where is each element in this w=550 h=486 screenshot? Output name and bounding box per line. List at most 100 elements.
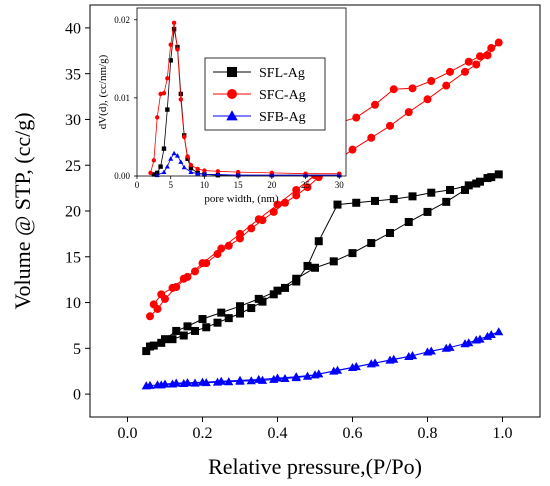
data-point xyxy=(423,207,432,216)
data-point xyxy=(389,195,398,204)
data-point xyxy=(494,327,504,336)
data-point xyxy=(191,267,199,276)
y-tick-label: 0 xyxy=(73,387,81,404)
data-point xyxy=(352,198,361,207)
inset-data-point xyxy=(178,97,184,102)
data-point xyxy=(352,113,361,122)
legend-swatch-marker xyxy=(226,110,238,121)
data-point xyxy=(198,315,207,324)
data-point xyxy=(370,358,380,367)
y-tick-label: 5 xyxy=(73,341,81,358)
inset-data-point xyxy=(171,150,177,156)
data-point xyxy=(427,76,436,85)
inset-data-point xyxy=(158,164,163,169)
series-sfb-ag xyxy=(141,327,504,390)
data-point xyxy=(389,354,399,363)
data-point xyxy=(236,234,244,243)
data-point xyxy=(472,60,481,69)
data-point xyxy=(273,200,282,209)
data-point xyxy=(172,326,181,335)
y-tick-label: 25 xyxy=(65,158,81,175)
x-tick-label: 0.0 xyxy=(118,425,138,442)
inset-data-point xyxy=(161,146,167,151)
y-tick-label: 40 xyxy=(65,20,81,37)
data-point xyxy=(291,373,301,382)
inset-data-point xyxy=(188,162,194,168)
data-point xyxy=(446,67,454,76)
data-point xyxy=(269,374,279,383)
data-point xyxy=(190,378,200,387)
inset-data-point xyxy=(168,58,173,63)
data-point xyxy=(269,290,278,299)
data-point xyxy=(408,192,417,201)
inset-x-tick-label: 0 xyxy=(135,180,140,190)
inset-data-point xyxy=(195,171,201,176)
x-tick-label: 0.8 xyxy=(418,425,438,442)
data-point xyxy=(329,257,338,266)
data-point xyxy=(149,300,158,309)
data-point xyxy=(386,228,394,237)
data-point xyxy=(202,323,211,332)
inset-data-point xyxy=(201,171,207,177)
inset-y-tick-label: 0.01 xyxy=(114,93,130,103)
data-point xyxy=(389,85,398,94)
data-point xyxy=(332,365,343,374)
inset-data-point xyxy=(171,20,177,26)
data-point xyxy=(408,84,417,93)
data-point xyxy=(224,377,234,386)
inset-series-sfc-ag xyxy=(148,20,342,176)
inset-data-point xyxy=(174,153,180,158)
data-point xyxy=(202,259,211,268)
inset-data-point xyxy=(178,159,184,164)
data-point xyxy=(371,100,379,109)
data-point xyxy=(426,346,436,355)
data-point xyxy=(201,378,211,387)
data-point xyxy=(494,38,503,47)
data-point xyxy=(292,277,301,286)
x-axis-label: Relative pressure,(P/Po) xyxy=(208,454,422,479)
data-point xyxy=(280,373,290,382)
data-point xyxy=(445,342,455,351)
inset-data-point xyxy=(185,156,190,162)
inset-data-point xyxy=(148,170,153,176)
data-point xyxy=(303,261,312,270)
data-point xyxy=(281,198,289,207)
data-point xyxy=(314,237,323,246)
data-point xyxy=(157,290,166,299)
data-point xyxy=(407,351,418,360)
y-tick-label: 20 xyxy=(65,204,81,221)
data-point xyxy=(142,347,151,356)
inset-data-point xyxy=(235,169,241,175)
data-point xyxy=(476,52,484,61)
data-point xyxy=(367,239,376,248)
inset-data-point xyxy=(161,90,167,96)
legend: SFL-Ag SFC-Ag SFB-Ag xyxy=(204,57,326,131)
inset-x-tick-label: 15 xyxy=(234,180,244,190)
data-point xyxy=(183,322,192,331)
inset-plot-frame xyxy=(136,7,347,177)
data-point xyxy=(371,196,379,205)
legend-label: SFL-Ag xyxy=(259,66,305,81)
inset-data-point xyxy=(168,42,173,47)
inset-data-point xyxy=(202,168,207,173)
y-tick-label: 10 xyxy=(65,295,81,312)
data-point xyxy=(168,283,177,292)
y-tick-label: 30 xyxy=(65,112,81,129)
data-point xyxy=(487,173,496,182)
inset-y-axis-label: dV(d), (cc/nm/g) xyxy=(97,54,109,129)
inset-x-tick-label: 10 xyxy=(200,180,210,190)
y-axis-label: Volume @ STP, (cc/g) xyxy=(10,112,35,309)
legend-swatch-marker xyxy=(227,67,237,77)
data-point xyxy=(179,378,189,388)
inset-x-tick-label: 5 xyxy=(168,180,173,190)
data-point xyxy=(442,81,451,90)
inset-x-tick-label: 20 xyxy=(267,180,277,190)
data-point xyxy=(464,181,473,190)
data-point xyxy=(483,51,492,60)
data-point xyxy=(145,380,155,389)
x-tick-label: 0.6 xyxy=(343,425,363,442)
data-point xyxy=(224,314,233,323)
data-point xyxy=(494,170,503,179)
data-point xyxy=(464,338,474,347)
